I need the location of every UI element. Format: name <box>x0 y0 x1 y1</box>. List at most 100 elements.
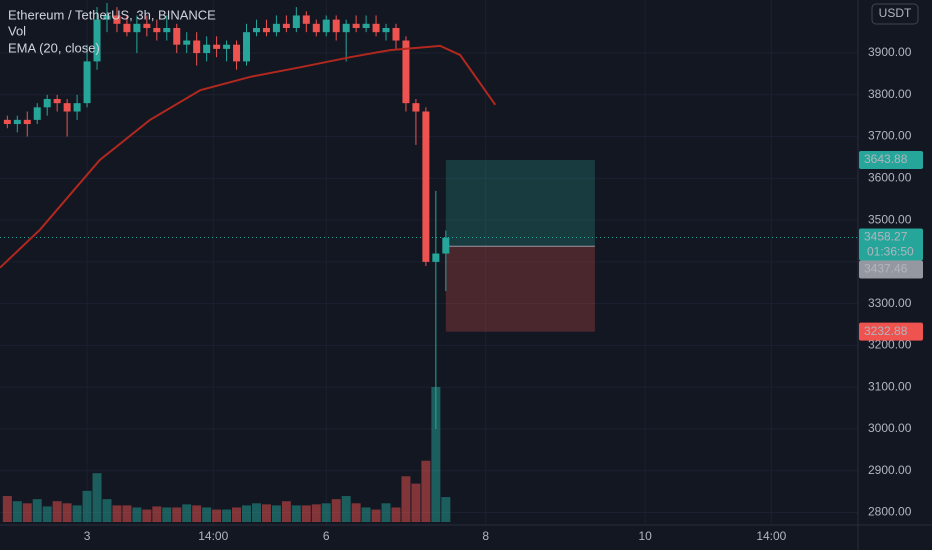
candle-body <box>163 27 171 33</box>
candle-body <box>133 23 141 33</box>
volume-bar <box>102 499 112 522</box>
currency-button-label[interactable]: USDT <box>879 6 912 20</box>
candle-body <box>322 19 330 33</box>
volume-bar <box>112 505 122 522</box>
x-tick-label: 6 <box>323 529 330 543</box>
price-badge <box>859 151 923 170</box>
volume-bar <box>321 503 331 522</box>
volume-bar <box>311 504 321 522</box>
volume-bar <box>251 503 261 522</box>
target-zone <box>445 160 595 247</box>
candle-body <box>213 44 221 49</box>
candle-body <box>93 19 101 62</box>
price-badge-label: 3643.88 <box>864 152 908 166</box>
candle-body <box>292 15 300 28</box>
candle-body <box>372 23 380 33</box>
volume-bar <box>291 505 301 522</box>
candle-body <box>113 15 121 24</box>
candle-body <box>252 27 260 33</box>
y-tick-label: 3600.00 <box>868 171 912 185</box>
volume-bar <box>331 499 341 522</box>
y-tick-label: 3200.00 <box>868 338 912 352</box>
volume-bar <box>242 505 252 522</box>
volume-bar <box>441 497 451 522</box>
candle-body <box>342 23 350 33</box>
y-tick-label: 3800.00 <box>868 87 912 101</box>
candle-body <box>332 19 340 33</box>
x-tick-label: 14:00 <box>198 529 228 543</box>
volume-bar <box>12 501 22 522</box>
candle-body <box>83 61 91 104</box>
countdown-label: 01:36:50 <box>867 245 914 259</box>
volume-bar <box>92 473 102 522</box>
volume-bar <box>371 509 381 522</box>
volume-bar <box>42 506 52 522</box>
candle-body <box>302 15 310 24</box>
entry-badge <box>859 260 923 279</box>
candle-body <box>442 237 450 254</box>
ema-line <box>0 44 497 269</box>
candle-body <box>412 103 420 112</box>
candle-body <box>272 23 280 33</box>
volume-bar <box>281 501 291 522</box>
candle-body <box>352 23 360 28</box>
stop-zone <box>445 246 595 332</box>
candle-body <box>13 119 21 125</box>
candle-body <box>193 40 201 54</box>
volume-bar <box>32 499 42 522</box>
volume-bar <box>62 503 72 522</box>
volume-bar <box>391 507 401 522</box>
candle-body <box>153 27 161 33</box>
candle-body <box>312 23 320 33</box>
y-tick-label: 3500.00 <box>868 212 912 226</box>
volume-bar <box>351 503 361 522</box>
candle-body <box>23 119 31 125</box>
candle-body <box>223 44 231 49</box>
volume-bar <box>162 507 172 522</box>
volume-bar <box>212 509 222 522</box>
volume-bar <box>401 476 411 522</box>
volume-bar <box>411 483 421 522</box>
candle-body <box>63 103 71 112</box>
candle-body <box>43 98 51 108</box>
volume-bar <box>271 505 281 522</box>
candle-body <box>262 27 270 33</box>
x-tick-label: 14:00 <box>756 529 786 543</box>
candle-body <box>173 27 181 45</box>
volume-bar <box>82 490 92 522</box>
legend-entry: EMA (20, close) <box>8 40 100 55</box>
volume-bar <box>182 504 192 522</box>
last-price-label: 3458.27 <box>864 230 908 244</box>
volume-bar <box>421 460 431 522</box>
volume-bar <box>381 503 391 522</box>
candle-body <box>422 111 430 262</box>
volume-bar <box>261 504 271 522</box>
volume-bar <box>152 506 162 522</box>
candle-body <box>392 27 400 41</box>
y-tick-label: 2900.00 <box>868 463 912 477</box>
price-badge <box>859 322 923 341</box>
currency-button[interactable] <box>871 3 919 25</box>
candle-body <box>123 23 131 33</box>
volume-bar <box>232 507 242 522</box>
volume-bar <box>361 507 371 522</box>
volume-bar <box>341 496 351 522</box>
candle-body <box>103 15 111 20</box>
y-tick-label: 3900.00 <box>868 45 912 59</box>
y-tick-label: 3300.00 <box>868 296 912 310</box>
x-tick-label: 10 <box>638 529 652 543</box>
y-tick-label: 3100.00 <box>868 379 912 393</box>
x-tick-label: 8 <box>482 529 489 543</box>
candle-body <box>143 23 151 28</box>
y-tick-label: 3700.00 <box>868 129 912 143</box>
volume-bar <box>72 505 82 522</box>
volume-bar <box>431 387 441 522</box>
volume-bar <box>172 507 182 522</box>
last-price-badge <box>859 228 923 261</box>
volume-bar <box>52 501 62 522</box>
candle-body <box>362 23 370 28</box>
candle-body <box>233 44 241 62</box>
y-tick-label: 2800.00 <box>868 505 912 519</box>
volume-bar <box>301 505 311 522</box>
